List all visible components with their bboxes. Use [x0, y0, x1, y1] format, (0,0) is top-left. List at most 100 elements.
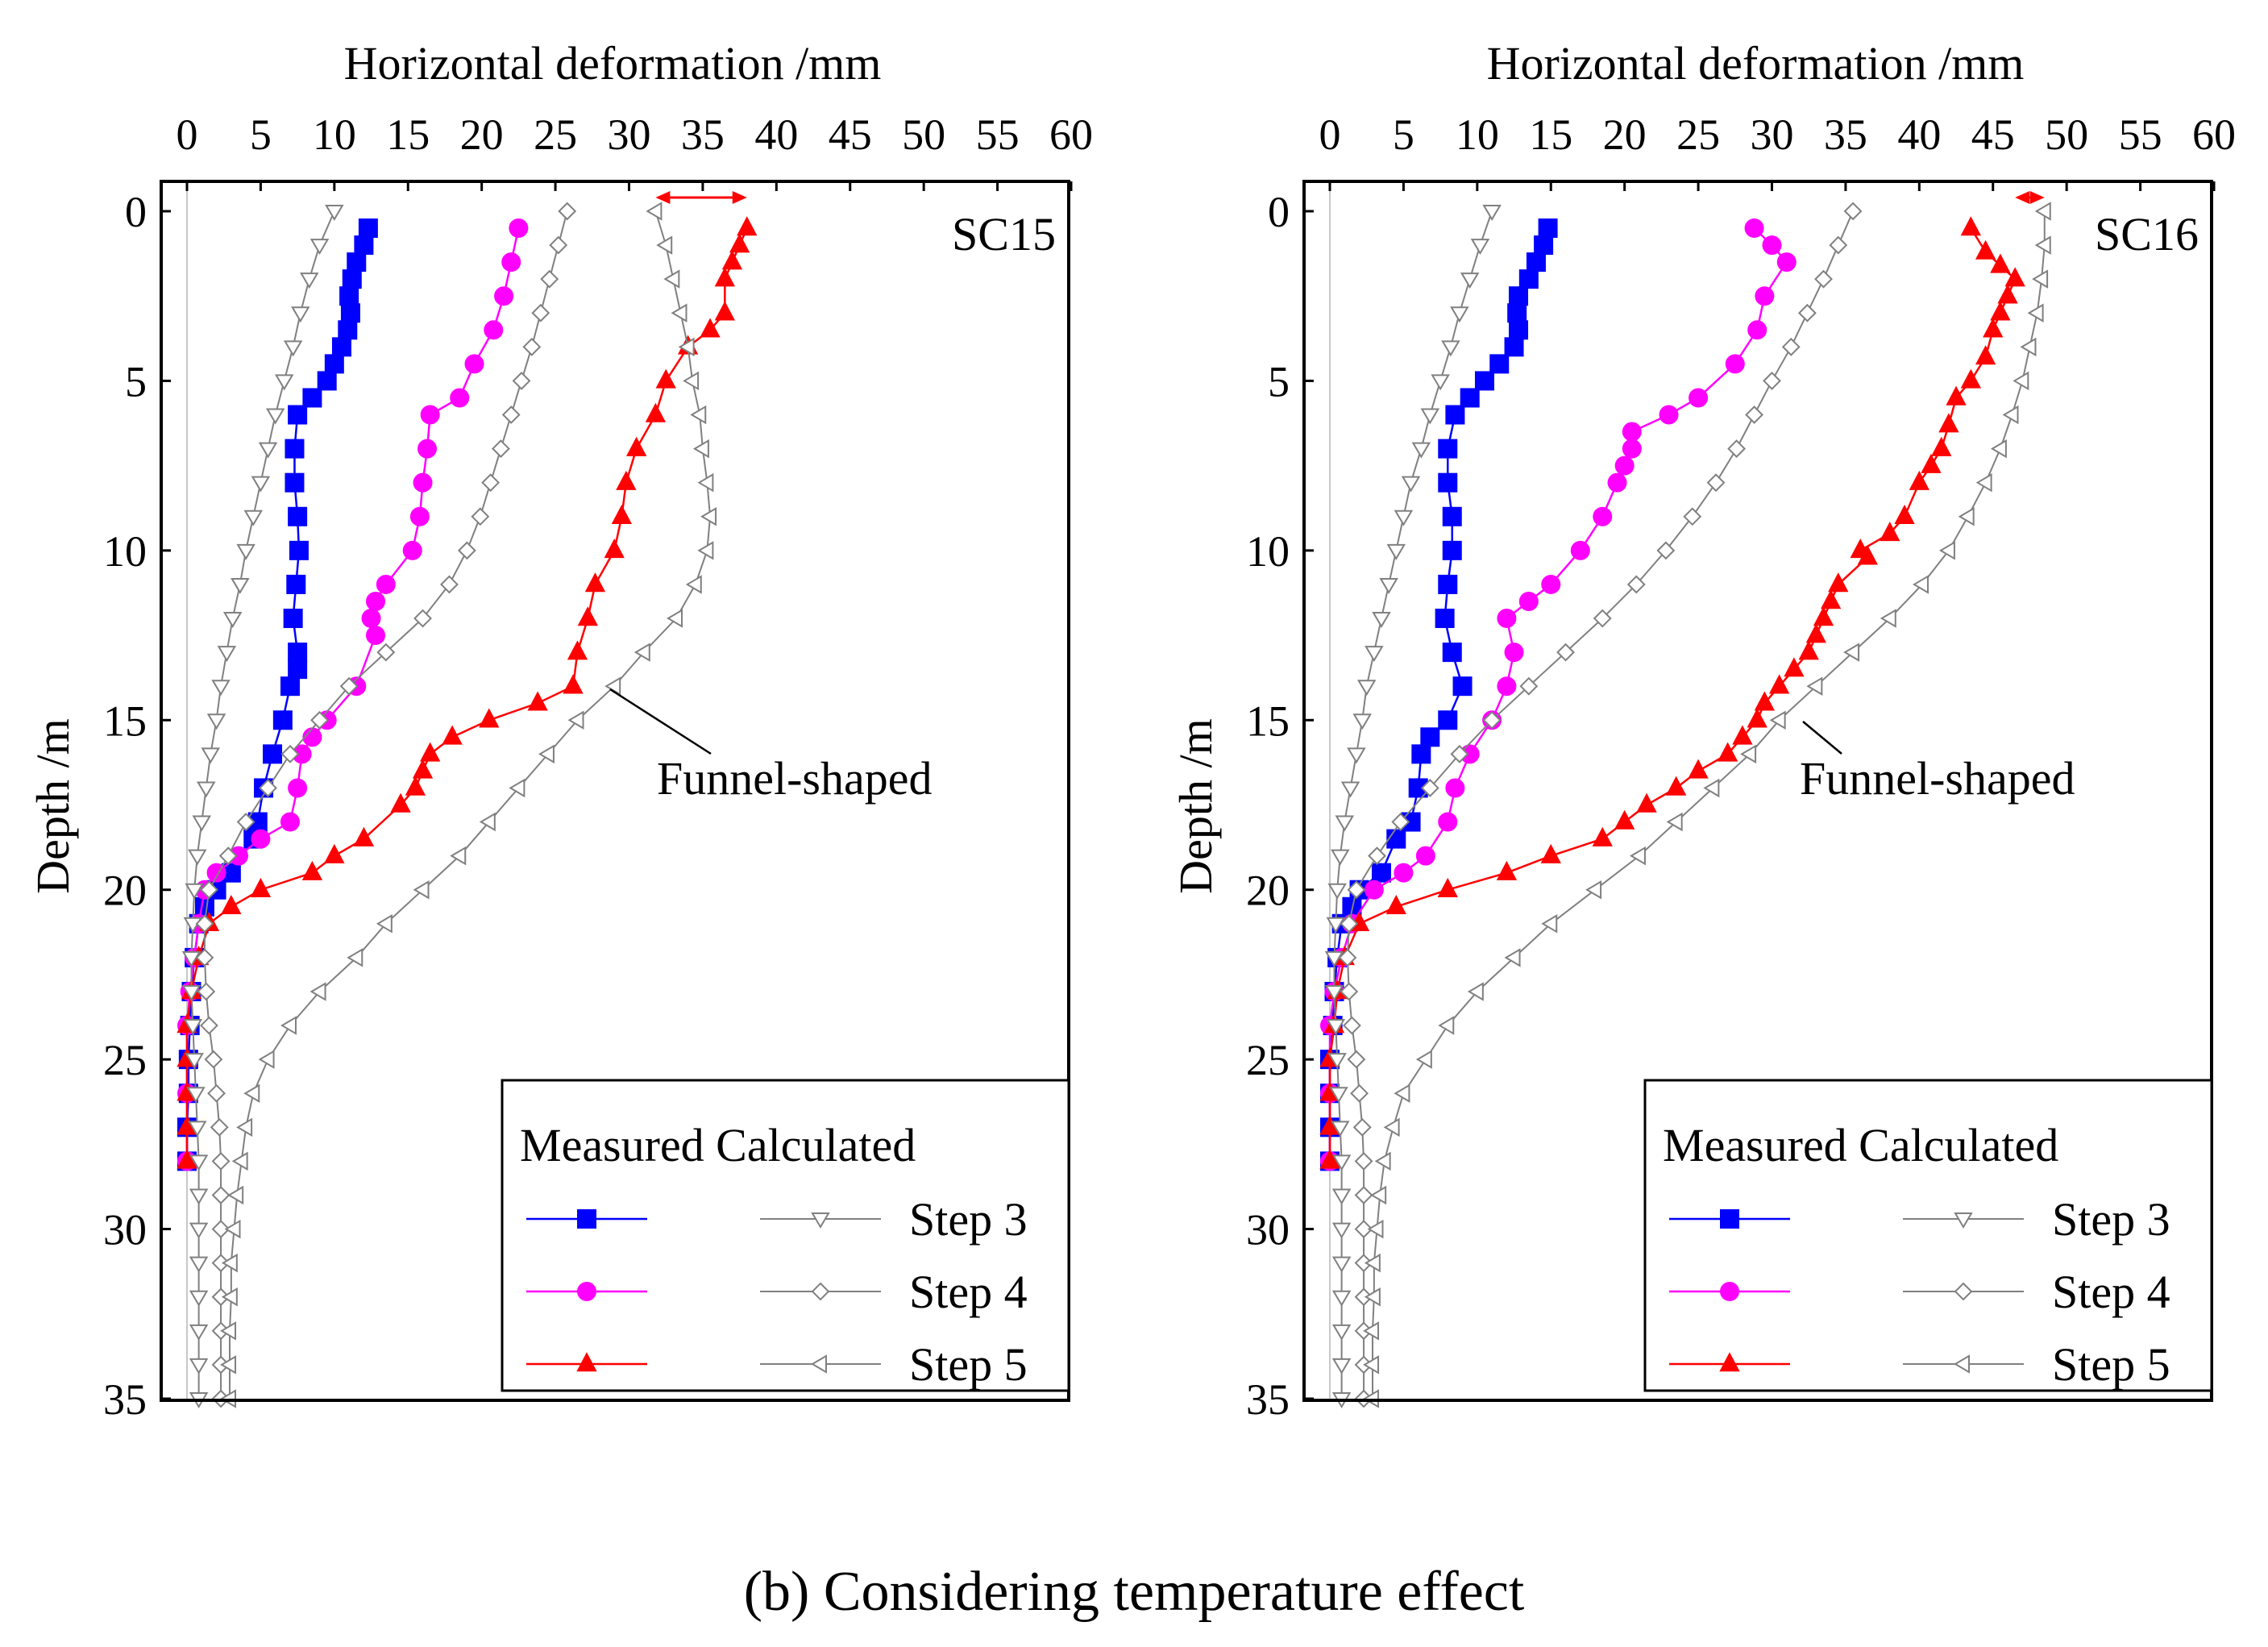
legend-header: Measured Calculated [1663, 1119, 2058, 1171]
data-point [1368, 846, 1386, 866]
data-point [1370, 1185, 1387, 1205]
data-point [1329, 1087, 1348, 1104]
data-point [714, 301, 735, 321]
legend-box [501, 1079, 1070, 1392]
data-point [1857, 545, 1878, 565]
data-point [288, 405, 308, 425]
legend-row: Step 3 [526, 1193, 1028, 1246]
data-point [1331, 1222, 1352, 1239]
data-point [413, 472, 433, 493]
data-point [211, 1151, 231, 1171]
data-point [492, 439, 510, 459]
data-point [1622, 422, 1642, 442]
x-tick-label: 30 [608, 110, 651, 159]
data-point [1401, 476, 1421, 493]
data-point [567, 710, 584, 730]
data-point [1394, 509, 1414, 526]
funnel-annotation: Funnel-shaped [609, 688, 933, 805]
series-calculated-step-3 [1324, 205, 1502, 1408]
data-point [1880, 609, 1896, 628]
data-point [1975, 345, 1996, 365]
legend-measured-marker [1720, 1282, 1739, 1301]
data-point [1331, 849, 1350, 866]
data-point [527, 691, 548, 711]
data-point [340, 303, 360, 323]
legend-row: Step 5 [1669, 1338, 2170, 1391]
data-point [549, 235, 568, 255]
data-point [417, 439, 438, 459]
data-point [655, 368, 676, 389]
data-point [1438, 812, 1458, 832]
data-point [1683, 507, 1702, 526]
data-point [1394, 863, 1414, 883]
x-tick-label: 45 [1971, 110, 2015, 159]
data-point [189, 1324, 209, 1341]
data-point [1806, 676, 1823, 696]
data-point [309, 982, 326, 1001]
data-point [265, 408, 285, 425]
data-point [1769, 710, 1786, 730]
data-point [1931, 436, 1952, 456]
data-point [189, 1256, 209, 1273]
data-point [1438, 710, 1458, 730]
data-point [1438, 1016, 1455, 1035]
data-point [1607, 472, 1627, 493]
y-tick-label: 0 [125, 188, 147, 236]
series-calculated-step-5 [220, 202, 717, 1408]
panel-label: SC15 [952, 208, 1056, 260]
x-tick-label: 15 [386, 110, 430, 159]
x-tick-label: 0 [1319, 110, 1341, 159]
data-point [413, 880, 430, 900]
data-point [1365, 646, 1384, 663]
data-point [479, 708, 500, 728]
data-point [1331, 1324, 1352, 1341]
data-point [540, 269, 559, 289]
data-point [207, 1083, 226, 1103]
data-point [1326, 917, 1346, 934]
data-point [231, 1151, 248, 1171]
data-point [189, 1188, 209, 1205]
data-point [690, 405, 707, 425]
data-point [189, 1290, 209, 1307]
x-tick-label: 50 [902, 110, 945, 159]
data-point [1813, 606, 1834, 626]
data-point [616, 470, 637, 490]
data-point [302, 727, 322, 747]
data-point [1960, 216, 1981, 236]
data-point [200, 880, 218, 900]
data-point [1331, 1290, 1352, 1307]
arrow-head-right [732, 191, 747, 204]
data-point [1913, 575, 1929, 594]
data-point [1805, 623, 1827, 643]
y-tick-label: 15 [103, 697, 147, 745]
legend-calculated-marker [1954, 1354, 1970, 1374]
y-tick-label: 5 [125, 357, 147, 406]
legend-label: Step 4 [2052, 1266, 2170, 1318]
data-point [1747, 708, 1767, 728]
data-point [656, 235, 673, 255]
legend-row: Step 4 [526, 1266, 1028, 1318]
data-point [1338, 948, 1357, 967]
data-point [1450, 306, 1469, 323]
x-tick-label: 35 [681, 110, 725, 159]
x-tick-label: 5 [250, 110, 272, 159]
data-point [2002, 405, 2019, 425]
data-point [201, 747, 221, 764]
data-point [1497, 609, 1517, 629]
data-point [1504, 948, 1521, 967]
data-point [1347, 747, 1366, 764]
data-point [1482, 710, 1502, 730]
data-point [1518, 269, 1539, 289]
data-point [1352, 1117, 1372, 1137]
range-arrow [655, 191, 747, 204]
data-point [2004, 267, 2025, 287]
data-point [729, 233, 750, 253]
legend-measured-marker [576, 1352, 597, 1372]
data-point [450, 388, 470, 408]
data-point [1437, 877, 1458, 897]
y-tick-label: 20 [103, 867, 147, 915]
data-point [1438, 439, 1458, 459]
data-point [1541, 914, 1558, 934]
data-point [1656, 541, 1676, 560]
data-point [347, 948, 363, 967]
